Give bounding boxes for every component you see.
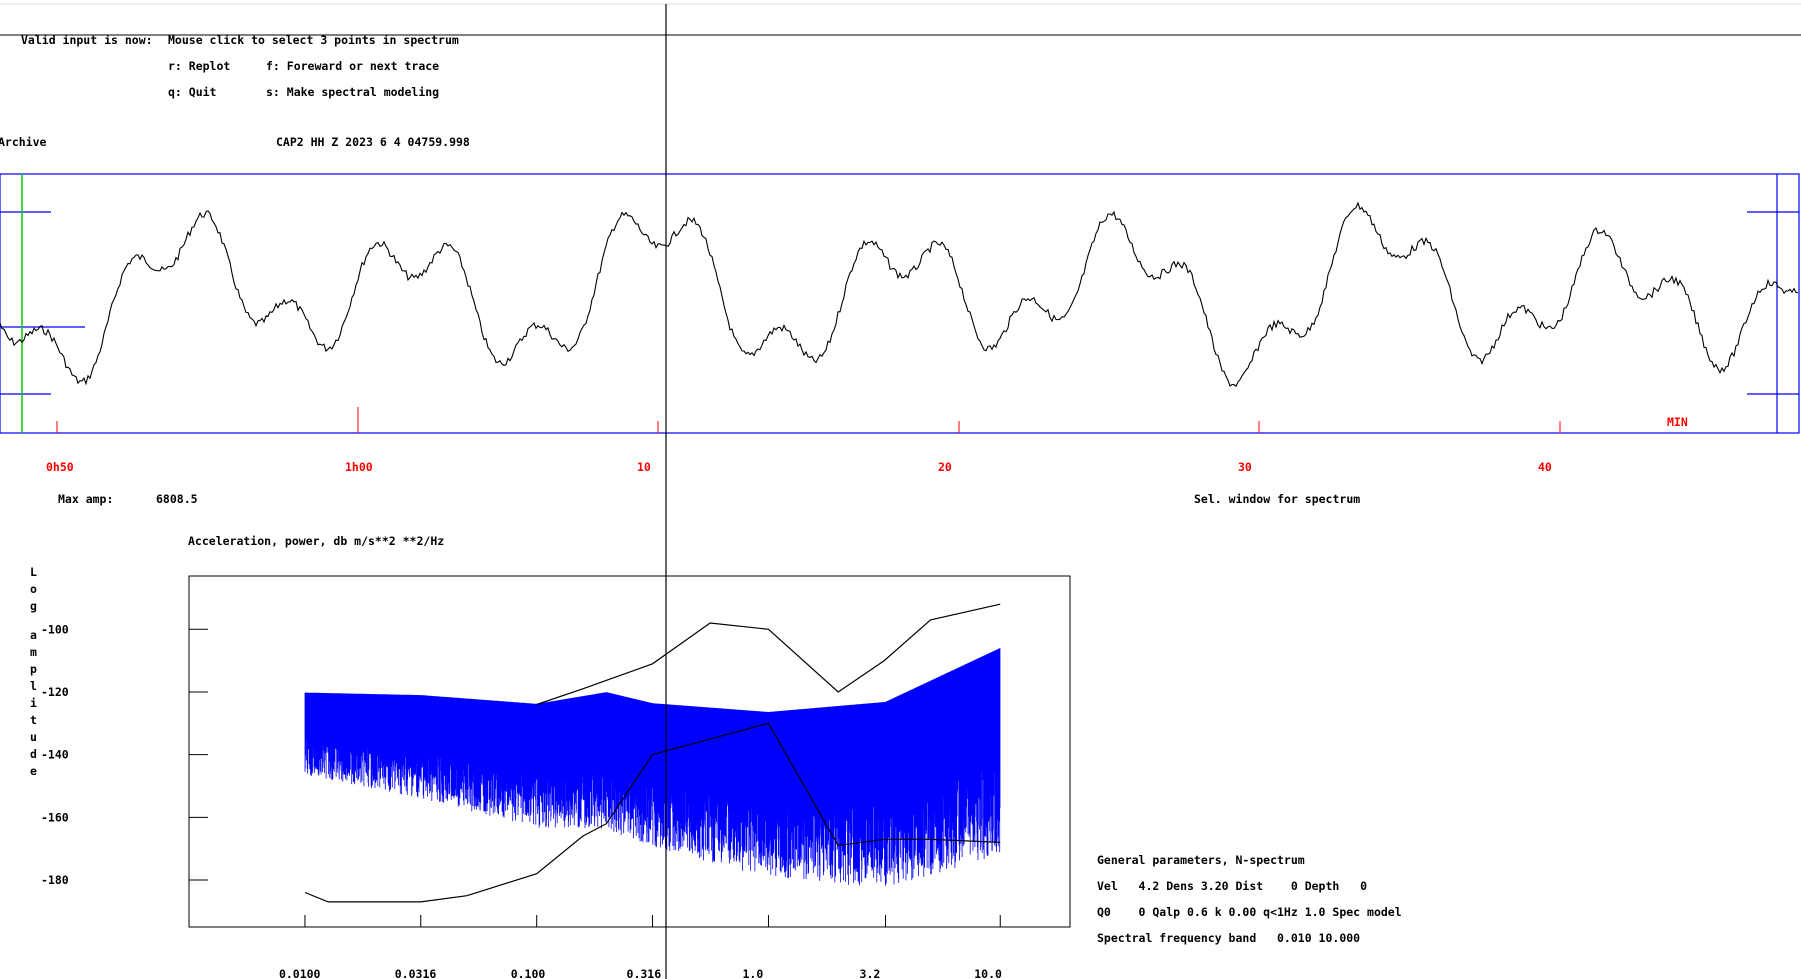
spectrum-title: Acceleration, power, db m/s**2 **2/Hz bbox=[188, 534, 444, 548]
x-tick-label: 0.0100 bbox=[279, 967, 321, 979]
forward-command[interactable]: f: Foreward or next trace bbox=[266, 59, 439, 73]
y-tick-label: -160 bbox=[41, 810, 69, 824]
y-tick-label: -120 bbox=[41, 685, 69, 699]
x-tick-label: 10.0 bbox=[974, 967, 1002, 979]
time-tick-label-1h00: 1h00 bbox=[345, 460, 373, 474]
time-tick-label-0h50: 0h50 bbox=[46, 460, 74, 474]
max-amp-value: 6808.5 bbox=[156, 492, 198, 506]
archive-label: Archive bbox=[0, 135, 47, 149]
quit-command[interactable]: q: Quit bbox=[168, 85, 217, 99]
time-tick-label-40: 40 bbox=[1538, 460, 1552, 474]
time-tick-marks bbox=[56, 407, 1561, 433]
trace-frame[interactable] bbox=[0, 173, 1800, 434]
params-line-2: Q0 0 Qalp 0.6 k 0.00 q<1Hz 1.0 Spec mode… bbox=[1097, 905, 1402, 919]
spectrum-frame[interactable] bbox=[188, 575, 1071, 928]
max-amp-label: Max amp: bbox=[58, 492, 113, 506]
valid-input-label: Valid input is now: bbox=[21, 33, 153, 47]
window-prompt: Sel. window for spectrum bbox=[1194, 492, 1360, 506]
seismogram-trace bbox=[0, 201, 1799, 388]
spectral-command[interactable]: s: Make spectral modeling bbox=[266, 85, 439, 99]
params-heading: General parameters, N-spectrum bbox=[1097, 853, 1305, 867]
spectrum-x-axis: 0.0100 0.0316 0.100 0.316 1.0 3.2 10.0 bbox=[279, 915, 1002, 979]
time-tick-label-20: 20 bbox=[938, 460, 952, 474]
replot-command[interactable]: r: Replot bbox=[168, 59, 230, 73]
time-tick-label-30: 30 bbox=[1238, 460, 1252, 474]
spectrum-series bbox=[304, 603, 1001, 903]
params-line-3: Spectral frequency band 0.010 10.000 bbox=[1097, 931, 1360, 945]
trace-markers bbox=[0, 174, 1799, 433]
unit-label-min: MIN bbox=[1667, 415, 1688, 429]
x-tick-label: 1.0 bbox=[742, 967, 763, 979]
y-tick-label: -140 bbox=[41, 748, 69, 762]
x-tick-label: 0.0316 bbox=[395, 967, 437, 979]
spectrum-noise-model-line bbox=[536, 603, 1001, 706]
time-tick-label-10: 10 bbox=[637, 460, 651, 474]
params-line-1: Vel 4.2 Dens 3.20 Dist 0 Depth 0 bbox=[1097, 879, 1367, 893]
station-info: CAP2 HH Z 2023 6 4 04759.998 bbox=[276, 135, 470, 149]
x-tick-label: 0.316 bbox=[627, 967, 662, 979]
x-tick-label: 0.100 bbox=[511, 967, 546, 979]
y-tick-label: -180 bbox=[41, 873, 69, 887]
spectrum-y-axis: -100 -120 -140 -160 -180 bbox=[41, 622, 208, 887]
x-tick-label: 3.2 bbox=[860, 967, 881, 979]
y-tick-label: -100 bbox=[41, 622, 69, 636]
spectrum-series-blue bbox=[304, 648, 1001, 886]
spectrum-noise-model-line bbox=[304, 722, 1001, 903]
valid-input-value: Mouse click to select 3 points in spectr… bbox=[168, 33, 459, 47]
